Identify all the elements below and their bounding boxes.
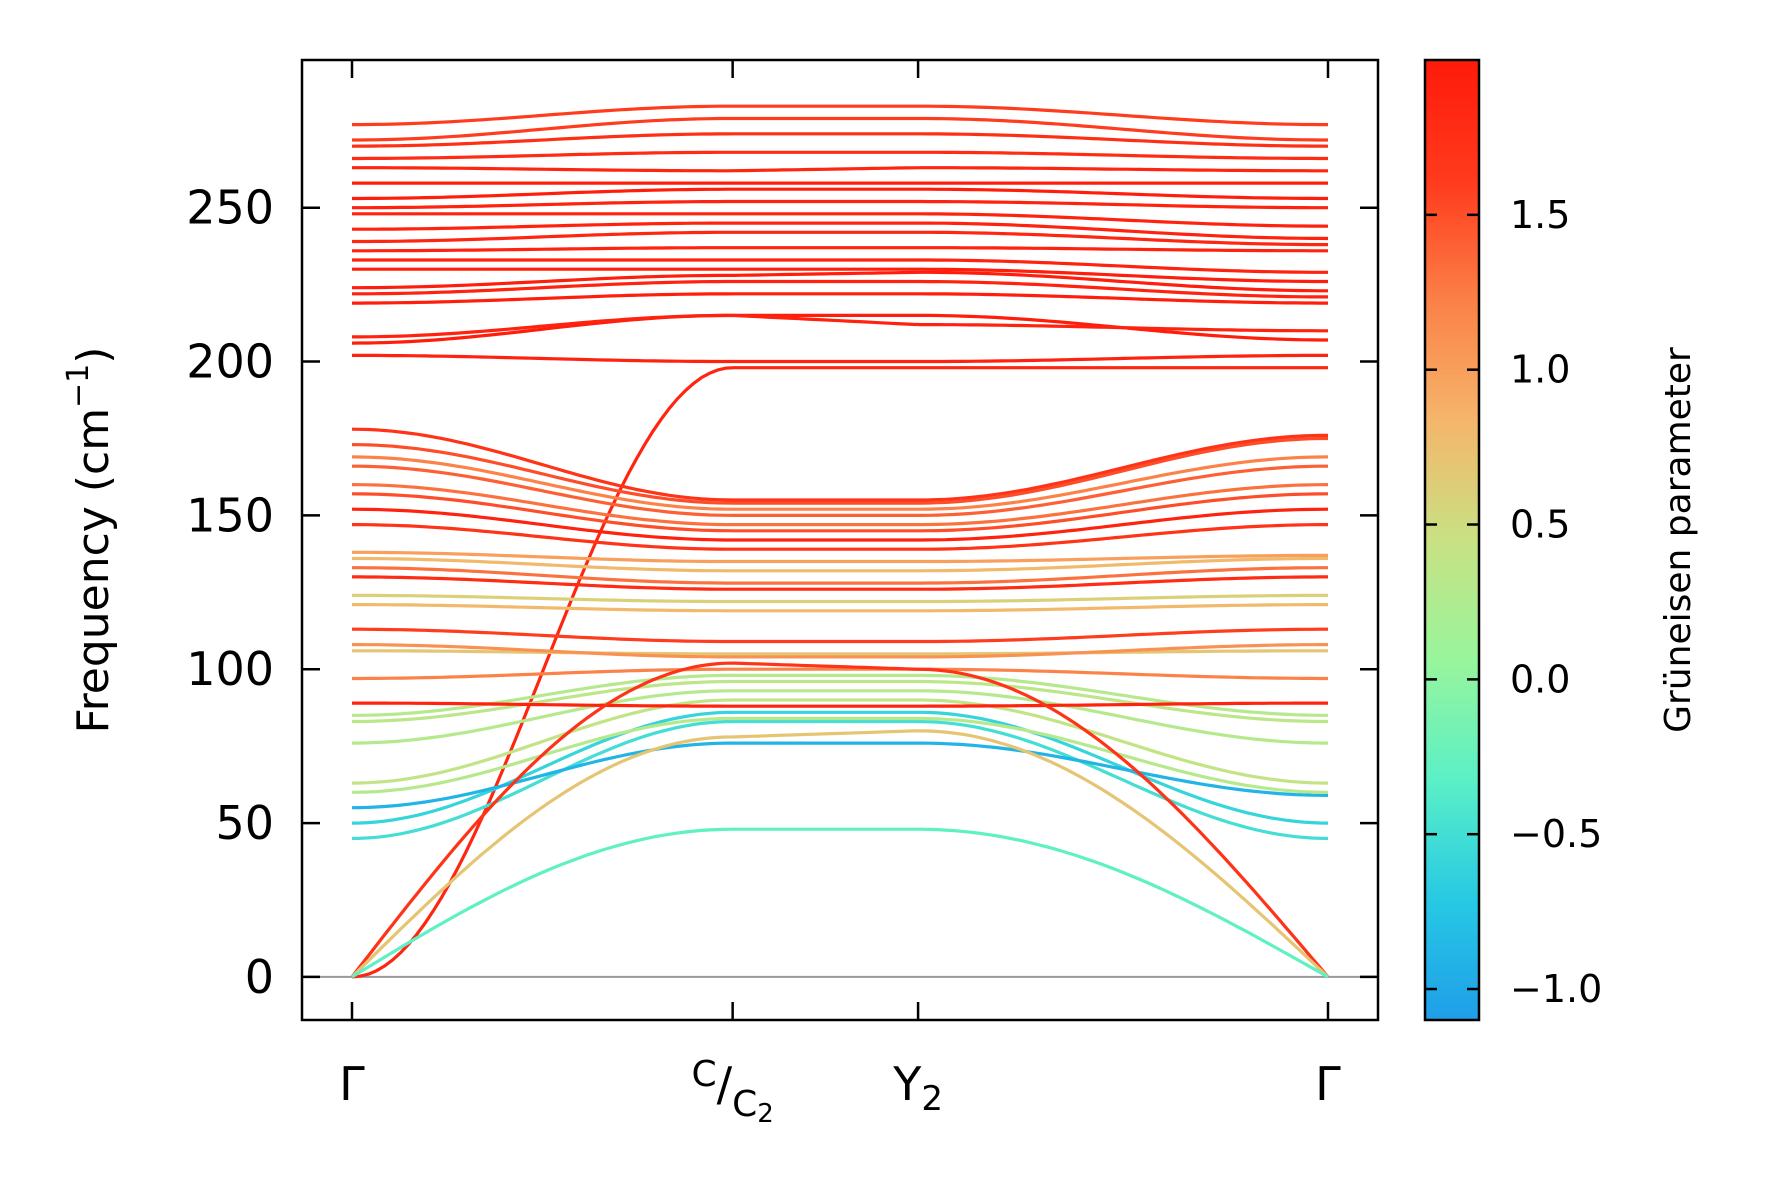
band-line-mode-28 bbox=[352, 679, 1328, 724]
x-tick-label-3: Γ bbox=[1315, 1057, 1341, 1111]
band-line-mode-09 bbox=[352, 258, 1328, 274]
band-line-mode-19 bbox=[351, 132, 1329, 148]
band-line-mode-10 bbox=[352, 246, 1328, 253]
plot-area: 0 50 100 150 200 250 bbox=[186, 58, 1380, 1022]
band-line-mode-18 bbox=[352, 150, 1328, 161]
band-line-mode-06 bbox=[352, 279, 1328, 299]
band-line-mode-14 bbox=[352, 199, 1328, 210]
band-line-mode-27 bbox=[351, 689, 1329, 745]
x-tick-label-1: C/C2 bbox=[691, 1054, 773, 1129]
cb-tick-label: −0.5 bbox=[1510, 812, 1602, 856]
y-tick-label: 250 bbox=[186, 181, 274, 235]
band-line-mode-40 bbox=[352, 550, 1328, 564]
colorbar-ticks: −1.0 −0.5 0.0 0.5 1.0 1.5 bbox=[1425, 193, 1602, 1011]
band-line-mode-25 bbox=[351, 716, 1329, 794]
band-line-mode-30 bbox=[352, 701, 1328, 708]
cb-tick-label: 0.5 bbox=[1510, 503, 1570, 547]
cb-tick-label: −1.0 bbox=[1510, 967, 1602, 1011]
band-line-mode-11 bbox=[352, 230, 1328, 247]
band-line-mode-34 bbox=[352, 627, 1328, 644]
band-line-mode-33 bbox=[352, 643, 1328, 659]
cb-tick-label: 1.5 bbox=[1510, 193, 1570, 237]
band-line-mode-36 bbox=[352, 593, 1328, 604]
band-line-mode-44 bbox=[351, 483, 1329, 527]
band-line-acoustic-TA1 bbox=[350, 729, 1330, 979]
colorbar-bar bbox=[1423, 58, 1481, 1022]
y-tick-label: 50 bbox=[215, 796, 274, 850]
band-line-mode-48 bbox=[351, 427, 1328, 502]
band-line-mode-31 bbox=[352, 667, 1328, 681]
band-line-mode-21 bbox=[352, 104, 1328, 127]
band-line-mode-20 bbox=[352, 116, 1328, 142]
x-axis-ticks bbox=[350, 60, 1330, 1020]
band-line-mode-12 bbox=[352, 221, 1329, 241]
band-line-mode-39 bbox=[352, 556, 1328, 573]
y-tick-label: 0 bbox=[245, 950, 274, 1004]
band-line-mode-46 bbox=[351, 455, 1329, 511]
band-line-mode-45 bbox=[352, 464, 1328, 517]
x-axis-labels: Γ C/C2 Y2 Γ bbox=[339, 1054, 1341, 1129]
band-line-mode-42 bbox=[351, 507, 1329, 542]
band-line-mode-17 bbox=[352, 166, 1328, 173]
cb-tick-label: 1.0 bbox=[1510, 348, 1570, 392]
band-line-mode-35 bbox=[352, 603, 1328, 613]
band-line-mode-37 bbox=[352, 575, 1328, 591]
band-line-mode-43 bbox=[351, 492, 1329, 533]
plot-frame bbox=[300, 58, 1380, 1022]
band-line-mode-02 bbox=[352, 353, 1328, 364]
band-line-mode-41 bbox=[352, 523, 1328, 551]
colorbar-title: Grüneisen parameter bbox=[1658, 347, 1699, 733]
cb-tick-label: 0.0 bbox=[1510, 657, 1570, 701]
y-axis-ticks: 0 50 100 150 200 250 bbox=[186, 181, 1378, 1004]
band-line-mode-32 bbox=[352, 649, 1328, 656]
x-tick-label-2: Y2 bbox=[892, 1057, 943, 1119]
band-line-mode-07 bbox=[352, 270, 1328, 293]
band-line-mode-15 bbox=[352, 187, 1328, 201]
x-tick-label-0: Γ bbox=[339, 1057, 365, 1111]
band-line-mode-03 bbox=[351, 313, 1328, 345]
band-line-mode-29 bbox=[351, 673, 1329, 717]
y-tick-label: 150 bbox=[186, 488, 274, 542]
y-tick-label: 100 bbox=[186, 642, 274, 696]
band-line-mode-08 bbox=[352, 267, 1328, 284]
band-line-mode-47 bbox=[351, 436, 1328, 505]
band-line-mode-38 bbox=[352, 566, 1328, 585]
band-line-acoustic-LA bbox=[350, 661, 1330, 978]
y-tick-label: 200 bbox=[186, 335, 274, 389]
band-line-mode-04 bbox=[352, 313, 1328, 339]
y-axis-title: Frequency (cm−1) bbox=[61, 347, 119, 734]
colorbar: −1.0 −0.5 0.0 0.5 1.0 1.5 Grüneisen parameter bbox=[1423, 58, 1699, 1022]
phonon-bands bbox=[350, 104, 1330, 979]
band-line-mode-26 bbox=[351, 698, 1329, 785]
band-line-acoustic-TA2 bbox=[351, 827, 1329, 979]
band-line-mode-13 bbox=[352, 212, 1329, 228]
band-line-mode-01 bbox=[351, 366, 1328, 979]
band-line-mode-05 bbox=[352, 292, 1328, 305]
